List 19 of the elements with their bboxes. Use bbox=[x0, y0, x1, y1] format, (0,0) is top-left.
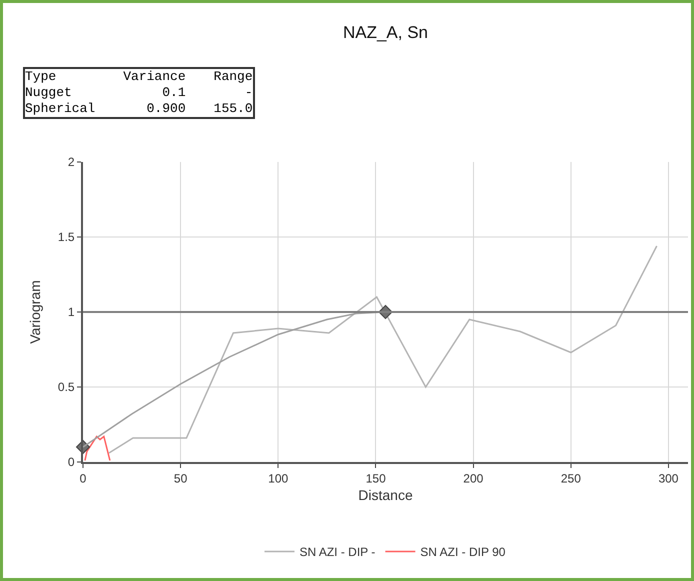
y-tick-label: 0 bbox=[68, 455, 75, 470]
x-tick-label: 150 bbox=[366, 471, 386, 486]
text: Type Variance Range Nugget 0.1 - Spherical 0.900 155.0 bbox=[25, 69, 253, 116]
x-tick-label: 100 bbox=[268, 471, 288, 486]
y-tick-label: 0.5 bbox=[58, 380, 75, 394]
legend-label: SN AZI - DIP 90 bbox=[420, 545, 506, 560]
y-tick-label: 2 bbox=[68, 155, 75, 170]
y-tick-label: 1 bbox=[68, 305, 75, 320]
x-tick-label: 200 bbox=[463, 471, 484, 486]
x-tick-label: 0 bbox=[80, 471, 87, 486]
legend-label: SN AZI - DIP - bbox=[300, 545, 376, 560]
x-tick-label: 300 bbox=[658, 471, 679, 486]
y-axis-title: Variogram bbox=[27, 280, 44, 344]
y-tick-label: 1.5 bbox=[58, 230, 75, 244]
line-series bbox=[108, 245, 658, 454]
x-tick-label: 250 bbox=[560, 471, 582, 486]
x-axis-title: Distance bbox=[358, 487, 413, 504]
chart-title: NAZ_A, Sn bbox=[342, 23, 428, 42]
x-tick-label: 50 bbox=[174, 471, 188, 486]
